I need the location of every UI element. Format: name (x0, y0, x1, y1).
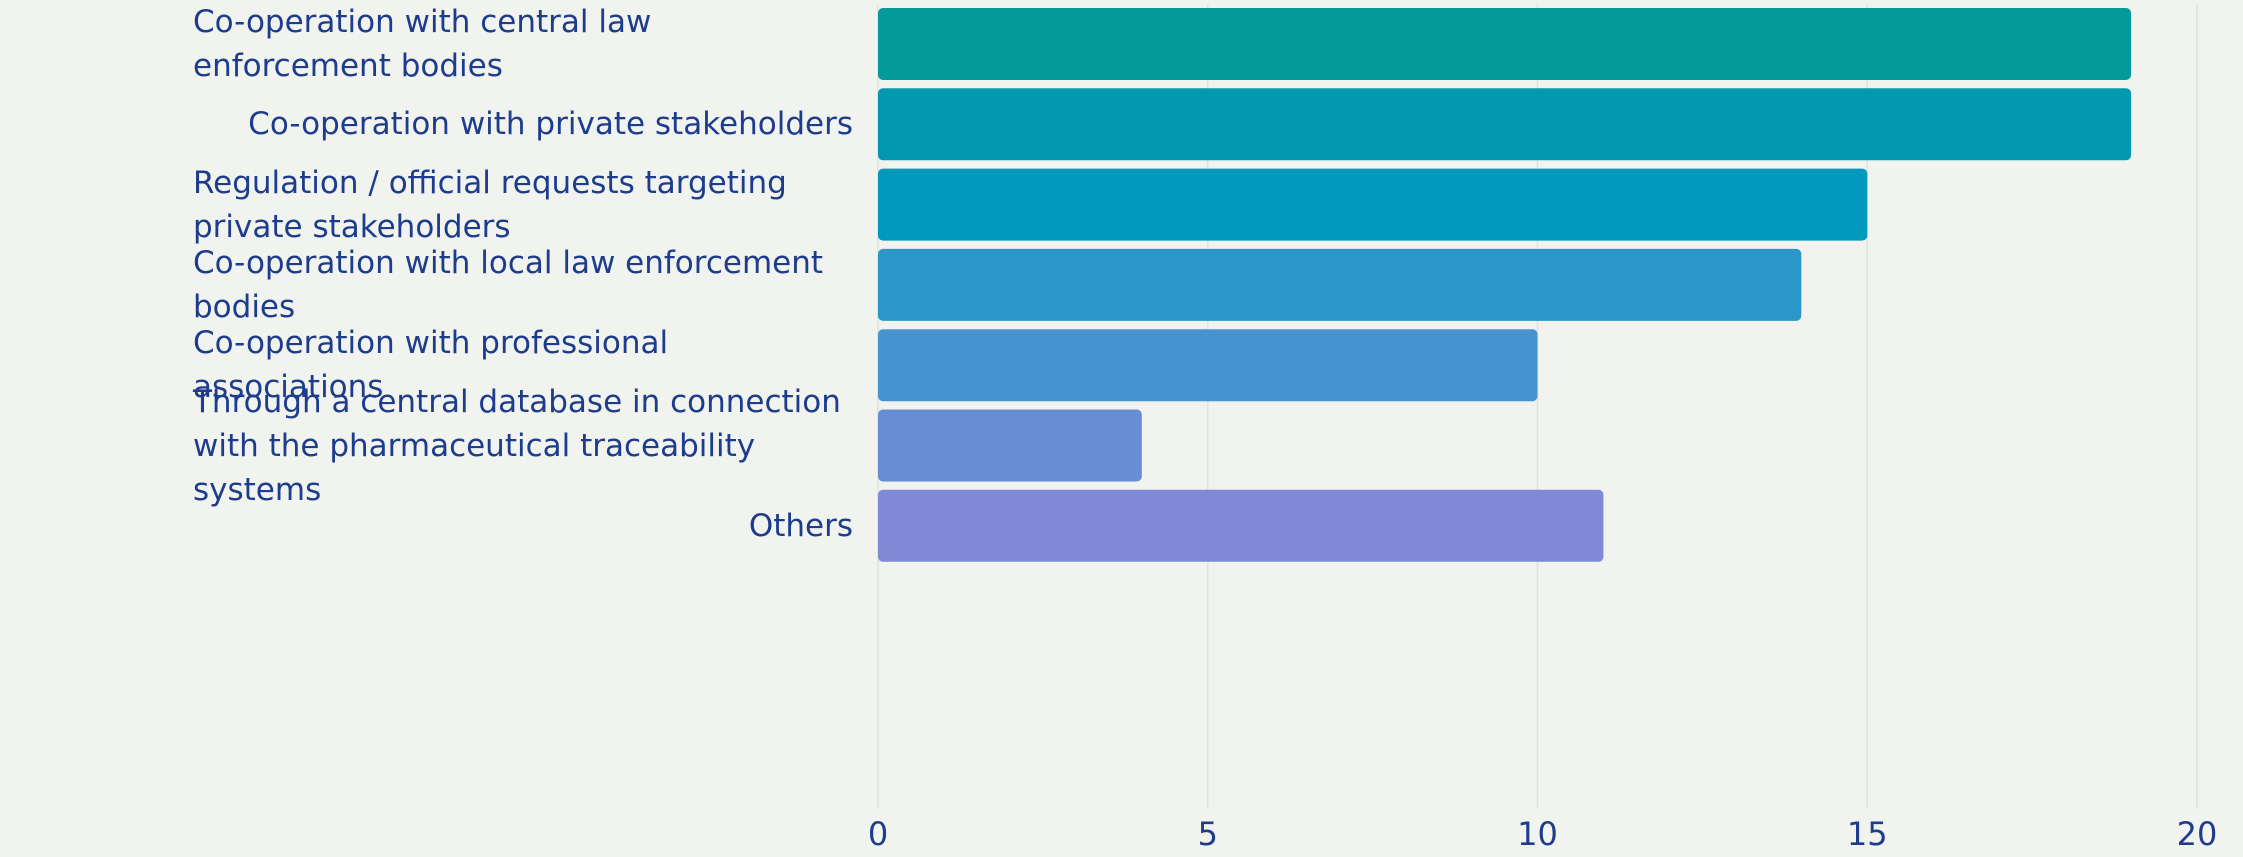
x-tick-label: 20 (2147, 815, 2243, 853)
x-tick-label: 15 (1817, 815, 1917, 853)
x-tick-label-text: 10 (1517, 815, 1558, 853)
category-label-text: Through a central database in connection… (193, 383, 841, 508)
x-tick-label-text: 5 (1197, 815, 1218, 853)
category-label: Regulation / official requests targeting… (193, 165, 853, 245)
category-label: Co-operation with central law enforcemen… (193, 4, 853, 84)
bar (878, 248, 1802, 321)
bar (878, 329, 1538, 402)
category-label-text: Co-operation with local law enforcement … (193, 244, 824, 325)
bar (878, 88, 2132, 161)
category-label-text: Co-operation with private stakeholders (248, 106, 853, 143)
x-tick-label: 5 (1158, 815, 1258, 853)
x-tick-label: 0 (828, 815, 928, 853)
bar (878, 168, 1868, 241)
category-label: Co-operation with private stakeholders (248, 88, 853, 160)
category-label-text: Regulation / official requests targeting… (193, 164, 787, 245)
category-label: Others (749, 490, 853, 562)
x-tick-label: 10 (1488, 815, 1588, 853)
category-label-text: Co-operation with central law enforcemen… (193, 4, 652, 84)
category-label: Through a central database in connection… (193, 384, 853, 508)
x-tick-label-text: 20 (2176, 815, 2218, 853)
category-label-text: Co-operation with professional associati… (193, 325, 669, 406)
category-label: Co-operation with local law enforcement … (193, 245, 853, 325)
x-tick-label-text: 15 (1846, 815, 1888, 853)
bar (878, 8, 2132, 80)
bar (878, 409, 1142, 482)
x-tick-label-text: 0 (867, 815, 889, 853)
bar (878, 489, 1604, 562)
category-label: Co-operation with professional associati… (193, 325, 853, 405)
category-label-text: Others (748, 507, 853, 544)
